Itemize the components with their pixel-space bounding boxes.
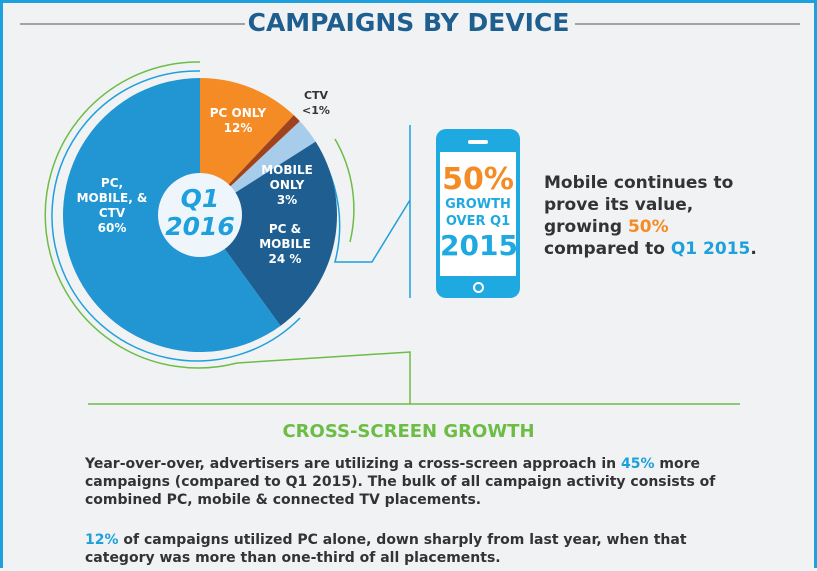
growth-percent: 50%: [442, 162, 514, 197]
slice-value: 24 %: [268, 252, 302, 266]
p2-highlight: 12%: [85, 532, 119, 548]
growth-line1: GROWTH: [445, 197, 511, 212]
pie-label-4: PC, MOBILE, & CTV 60%: [52, 176, 172, 236]
p1-highlight: 45%: [620, 456, 655, 472]
slice-value: 60%: [97, 221, 127, 235]
slice-name: PC, MOBILE, & CTV: [76, 176, 148, 220]
phone-speaker: [468, 140, 488, 144]
pie-label-2: MOBILE ONLY 3%: [227, 163, 347, 208]
highlight-50: 50%: [627, 217, 669, 237]
pie-center: [158, 173, 242, 257]
pie-label-3: PC & MOBILE 24 %: [225, 222, 345, 267]
pie-center-label: Q1 2016: [140, 185, 260, 241]
slice-name: MOBILE ONLY: [261, 163, 313, 192]
mobile-text-line: compared to: [544, 239, 671, 259]
section-title: CROSS-SCREEN GROWTH: [282, 421, 535, 442]
slice-value: 3%: [276, 193, 298, 207]
growth-year: 2015: [440, 229, 518, 262]
slice-name: PC & MOBILE: [259, 222, 311, 251]
p1-text-rest: more campaigns (compared to Q1 2015). Th…: [85, 456, 716, 508]
center-text: Q1: [180, 184, 220, 213]
paragraph-2: 12% of campaigns utilized PC alone, down…: [85, 531, 735, 567]
mobile-growth-text: Mobile continues to prove its value, gro…: [544, 172, 757, 260]
phone-icon: 50% GROWTH OVER Q1 2015: [436, 129, 520, 298]
green-arc-right: [334, 138, 355, 243]
mobile-text-line: prove its value,: [544, 195, 694, 215]
slice-name: PC ONLY: [209, 106, 267, 120]
p1-text: Year-over-over, advertisers are utilizin…: [85, 456, 621, 472]
p2-text: of campaigns utilized PC alone, down sha…: [85, 532, 687, 566]
mobile-text-line: Mobile continues to: [544, 173, 734, 193]
pie-label-1: CTV <1%: [256, 88, 376, 118]
center-text: 2016: [165, 212, 235, 241]
paragraph-1: Year-over-over, advertisers are utilizin…: [85, 455, 735, 509]
page-title: CAMPAIGNS BY DEVICE: [247, 8, 570, 37]
mobile-text-line: growing: [544, 217, 628, 237]
pie-label-0: PC ONLY 12%: [178, 106, 298, 136]
growth-line2: OVER Q1: [445, 214, 511, 229]
phone-screen: 50% GROWTH OVER Q1 2015: [440, 152, 518, 276]
slice-name: CTV: [303, 89, 329, 102]
phone-home-button: [473, 282, 484, 293]
pie-slice-3: [200, 141, 337, 326]
slice-value: <1%: [302, 104, 330, 117]
green-connector: [44, 61, 740, 405]
period: .: [750, 239, 757, 259]
slice-value: 12%: [223, 121, 253, 135]
blue-arc-left: [51, 70, 301, 362]
highlight-q1-2015: Q1 2015: [670, 239, 751, 259]
